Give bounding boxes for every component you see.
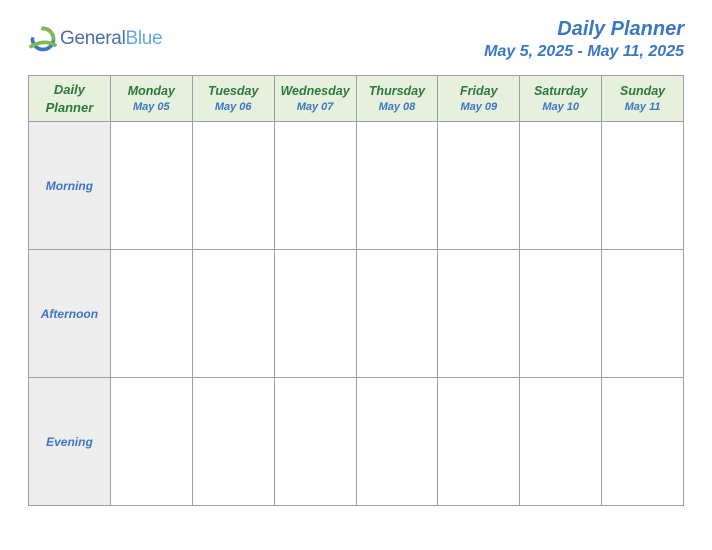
page-title: Daily Planner [484,18,684,41]
slot[interactable] [438,378,520,506]
slot[interactable] [110,378,192,506]
slot[interactable] [192,250,274,378]
day-name: Tuesday [193,83,274,100]
corner-cell: Daily Planner [29,76,111,122]
logo-word-general: General [60,28,126,49]
row-evening: Evening [29,378,684,506]
day-name: Saturday [520,83,601,100]
logo: GeneralBlue [28,18,162,54]
slot[interactable] [356,378,438,506]
slot[interactable] [602,378,684,506]
globe-swoosh-icon [28,24,58,54]
slot[interactable] [192,378,274,506]
page-date-range: May 5, 2025 - May 11, 2025 [484,43,684,61]
slot[interactable] [274,122,356,250]
day-name: Monday [111,83,192,100]
day-date: May 10 [520,100,601,115]
slot[interactable] [520,378,602,506]
day-head-tue: Tuesday May 06 [192,76,274,122]
slot[interactable] [356,122,438,250]
slot[interactable] [602,122,684,250]
planner-table: Daily Planner Monday May 05 Tuesday May … [28,75,684,506]
period-label-evening: Evening [29,378,111,506]
slot[interactable] [274,250,356,378]
day-name: Friday [438,83,519,100]
slot[interactable] [438,122,520,250]
logo-word-blue: Blue [126,28,163,49]
day-head-sat: Saturday May 10 [520,76,602,122]
header-row: GeneralBlue Daily Planner May 5, 2025 - … [28,18,684,61]
day-head-wed: Wednesday May 07 [274,76,356,122]
day-date: May 11 [602,100,683,115]
row-afternoon: Afternoon [29,250,684,378]
slot[interactable] [274,378,356,506]
slot[interactable] [110,122,192,250]
day-date: May 08 [357,100,438,115]
day-name: Sunday [602,83,683,100]
slot[interactable] [110,250,192,378]
day-head-sun: Sunday May 11 [602,76,684,122]
period-label-morning: Morning [29,122,111,250]
corner-label: Daily Planner [34,81,104,116]
day-date: May 05 [111,100,192,115]
title-block: Daily Planner May 5, 2025 - May 11, 2025 [484,18,684,61]
day-date: May 06 [193,100,274,115]
slot[interactable] [520,122,602,250]
slot[interactable] [192,122,274,250]
day-head-mon: Monday May 05 [110,76,192,122]
slot[interactable] [438,250,520,378]
slot[interactable] [356,250,438,378]
slot[interactable] [602,250,684,378]
day-name: Wednesday [275,83,356,100]
day-head-fri: Friday May 09 [438,76,520,122]
day-date: May 07 [275,100,356,115]
day-name: Thursday [357,83,438,100]
day-head-thu: Thursday May 08 [356,76,438,122]
slot[interactable] [520,250,602,378]
header-row-days: Daily Planner Monday May 05 Tuesday May … [29,76,684,122]
logo-text: GeneralBlue [60,28,162,50]
row-morning: Morning [29,122,684,250]
period-label-afternoon: Afternoon [29,250,111,378]
day-date: May 09 [438,100,519,115]
